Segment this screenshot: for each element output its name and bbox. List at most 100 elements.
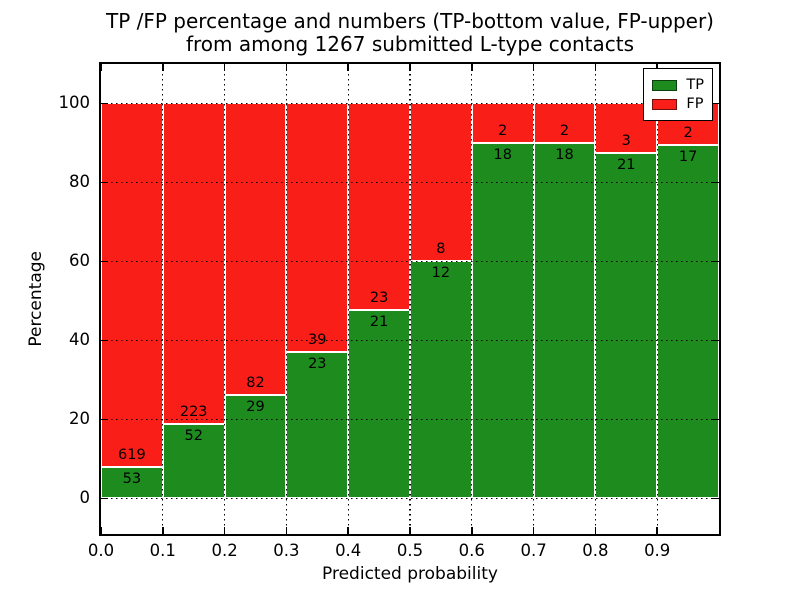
legend: TP FP bbox=[643, 68, 713, 121]
x-tick-mark-top bbox=[100, 64, 102, 71]
fp-count-label: 2 bbox=[559, 122, 570, 139]
bar-tp-segment bbox=[348, 309, 410, 499]
y-tick-mark-right bbox=[712, 339, 719, 342]
y-tick-mark-left bbox=[101, 260, 108, 263]
x-tick-mark-bottom bbox=[532, 527, 535, 534]
fp-count-label: 619 bbox=[118, 447, 146, 464]
chart-title: TP /FP percentage and numbers (TP-bottom… bbox=[99, 10, 721, 56]
plot-area: 619 53 223 52 82 29 39 23 23 21 8 12 2 18 2 18 3 21 2 17 TP… bbox=[99, 62, 721, 536]
x-gridline bbox=[285, 64, 288, 534]
x-tick-label: 0.5 bbox=[396, 541, 424, 560]
bar-tp-segment bbox=[101, 467, 163, 499]
y-tick-label: 100 bbox=[58, 93, 91, 113]
x-gridline bbox=[409, 64, 411, 534]
x-tick-mark-top bbox=[471, 64, 473, 71]
bar-fp-segment bbox=[101, 103, 163, 468]
x-tick-label: 0.2 bbox=[211, 541, 238, 560]
x-tick-mark-bottom bbox=[594, 527, 597, 534]
x-tick-mark-bottom bbox=[656, 527, 658, 534]
x-gridline bbox=[223, 64, 226, 534]
x-gridline bbox=[347, 64, 349, 534]
fp-count-label: 8 bbox=[436, 241, 446, 258]
x-tick-label: 0.9 bbox=[644, 541, 671, 560]
x-tick-label: 0.7 bbox=[520, 541, 547, 560]
x-tick-mark-bottom bbox=[409, 527, 411, 534]
tp-count-label: 53 bbox=[122, 471, 142, 488]
x-tick-mark-bottom bbox=[162, 527, 164, 534]
y-tick-label: 20 bbox=[69, 409, 90, 429]
x-gridline bbox=[594, 64, 597, 534]
y-tick-mark-right bbox=[712, 102, 719, 105]
tp-count-label: 52 bbox=[184, 427, 203, 444]
bar-tp-segment bbox=[410, 261, 472, 499]
y-tick-mark-right bbox=[712, 181, 719, 184]
fp-count-label: 223 bbox=[179, 403, 208, 420]
x-tick-mark-bottom bbox=[347, 527, 349, 534]
tp-count-label: 12 bbox=[431, 265, 451, 282]
x-tick-mark-bottom bbox=[285, 527, 288, 534]
x-tick-mark-top bbox=[285, 64, 288, 71]
x-tick-mark-top bbox=[656, 64, 658, 71]
y-tick-mark-right bbox=[712, 418, 719, 421]
x-tick-mark-bottom bbox=[100, 527, 102, 534]
y-tick-mark-left bbox=[101, 339, 108, 342]
tp-count-label: 23 bbox=[308, 355, 327, 372]
y-tick-mark-left bbox=[101, 497, 108, 500]
x-tick-label: 0.0 bbox=[87, 541, 115, 560]
legend-label-tp: TP bbox=[686, 77, 704, 93]
legend-label-fp: FP bbox=[686, 96, 704, 112]
chart-title-line-2: from among 1267 submitted L-type contact… bbox=[185, 32, 635, 56]
grid-layer bbox=[101, 64, 719, 534]
tp-count-label: 21 bbox=[369, 313, 389, 330]
y-tick-mark-right bbox=[712, 497, 719, 500]
y-tick-label: 80 bbox=[69, 172, 90, 192]
x-axis-label: Predicted probability bbox=[322, 564, 498, 584]
y-tick-mark-left bbox=[101, 418, 108, 421]
fp-count-label: 3 bbox=[621, 132, 631, 149]
x-tick-label: 0.4 bbox=[335, 541, 362, 560]
x-tick-labels: 0.0 0.1 0.2 0.3 0.4 0.5 0.6 0.7 0.8 0.9 bbox=[88, 541, 721, 563]
x-tick-label: 0.1 bbox=[149, 541, 176, 560]
x-gridline bbox=[532, 64, 535, 534]
x-tick-label: 0.8 bbox=[582, 541, 609, 560]
fp-count-label: 2 bbox=[498, 122, 508, 139]
x-gridline bbox=[471, 64, 473, 534]
tp-count-label: 18 bbox=[555, 146, 574, 163]
tp-count-label: 29 bbox=[246, 399, 265, 416]
y-tick-mark-left bbox=[101, 181, 108, 184]
x-tick-mark-bottom bbox=[471, 527, 473, 534]
x-tick-mark-top bbox=[347, 64, 349, 71]
bar-labels-layer: 619 53 223 52 82 29 39 23 23 21 8 12 2 18 2 18 3 21 2 17 bbox=[101, 64, 719, 534]
chart-title-line-1: TP /FP percentage and numbers (TP-bottom… bbox=[106, 9, 714, 33]
legend-item-tp: TP bbox=[652, 77, 704, 93]
fp-count-label: 82 bbox=[246, 375, 265, 392]
x-tick-mark-bottom bbox=[223, 527, 226, 534]
tp-count-label: 17 bbox=[678, 149, 698, 166]
x-tick-label: 0.3 bbox=[273, 541, 300, 560]
legend-item-fp: FP bbox=[652, 96, 704, 112]
y-tick-label: 60 bbox=[69, 251, 90, 271]
fp-count-label: 23 bbox=[369, 289, 389, 306]
y-tick-label: 40 bbox=[69, 330, 90, 350]
tp-count-label: 21 bbox=[617, 156, 636, 173]
y-tick-label: 0 bbox=[79, 488, 91, 508]
x-gridline bbox=[162, 64, 164, 534]
bar-tp-segment bbox=[224, 395, 287, 499]
x-tick-mark-top bbox=[162, 64, 164, 71]
x-gridline bbox=[656, 64, 658, 534]
bar-tp-segment bbox=[533, 142, 596, 499]
x-tick-mark-top bbox=[532, 64, 535, 71]
bars-layer bbox=[101, 64, 719, 534]
x-tick-label: 0.6 bbox=[458, 541, 485, 560]
bar-tp-segment bbox=[286, 351, 349, 499]
y-tick-mark-left bbox=[101, 102, 108, 105]
tick-marks-layer bbox=[100, 64, 719, 534]
legend-swatch-fp bbox=[652, 98, 678, 110]
x-tick-mark-top bbox=[409, 64, 411, 71]
fp-count-label: 2 bbox=[683, 125, 693, 142]
y-tick-mark-right bbox=[712, 260, 719, 263]
x-tick-mark-top bbox=[594, 64, 597, 71]
x-tick-mark-top bbox=[223, 64, 226, 71]
tp-count-label: 18 bbox=[493, 146, 512, 163]
